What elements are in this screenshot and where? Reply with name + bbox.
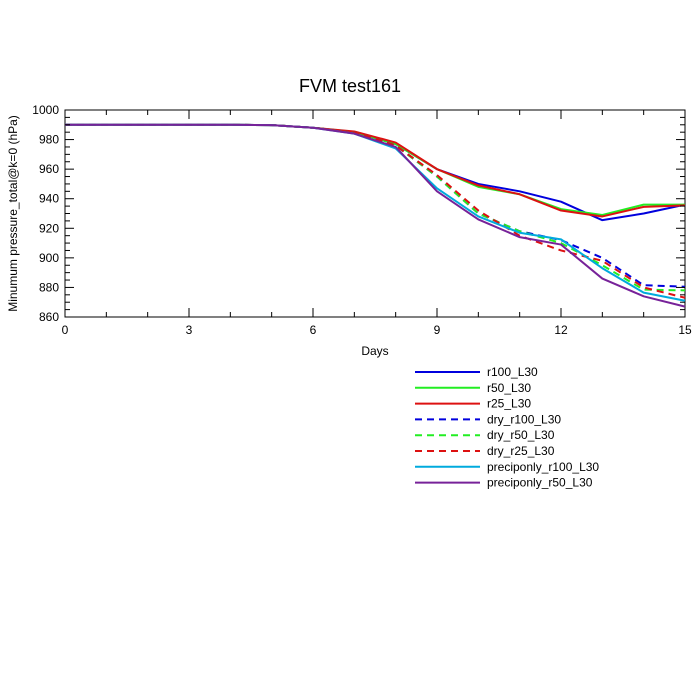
series-layer	[65, 123, 686, 308]
y-tick-label: 980	[39, 133, 59, 147]
x-tick-label: 9	[434, 323, 441, 337]
series-line-dry-r50-l30	[65, 123, 686, 292]
legend-label: preciponly_r100_L30	[487, 460, 599, 474]
legend-label: r100_L30	[487, 365, 538, 379]
y-tick-label: 860	[39, 310, 59, 324]
axis-ticks: 0 3 6 9 12 15 860 880 900 920 940 960 980 1000	[32, 103, 692, 337]
x-tick-label: 6	[310, 323, 317, 337]
legend-label: preciponly_r50_L30	[487, 476, 593, 490]
series-line-dry-r25-l30	[65, 123, 686, 299]
y-tick-label: 880	[39, 280, 59, 294]
legend-label: r50_L30	[487, 381, 531, 395]
y-axis-label: Minumum pressure_total@k=0 (hPa)	[6, 115, 20, 312]
legend-label: dry_r100_L30	[487, 412, 561, 426]
x-tick-label: 3	[186, 323, 193, 337]
y-tick-label: 1000	[32, 103, 59, 117]
series-line-preciponly-r50-l30	[65, 123, 686, 308]
x-tick-label: 12	[554, 323, 568, 337]
legend-label: dry_r25_L30	[487, 444, 555, 458]
y-tick-label: 960	[39, 162, 59, 176]
y-tick-label: 920	[39, 221, 59, 235]
legend-label: dry_r50_L30	[487, 428, 555, 442]
x-axis-label: Days	[361, 344, 388, 358]
y-tick-label: 900	[39, 251, 59, 265]
chart-title: FVM test161	[299, 76, 401, 96]
x-tick-label: 0	[62, 323, 69, 337]
x-tick-label: 15	[678, 323, 692, 337]
series-line-r50-l30	[65, 123, 685, 216]
series-line-dry-r100-l30	[65, 123, 686, 288]
legend-label: r25_L30	[487, 397, 531, 411]
y-tick-label: 940	[39, 192, 59, 206]
